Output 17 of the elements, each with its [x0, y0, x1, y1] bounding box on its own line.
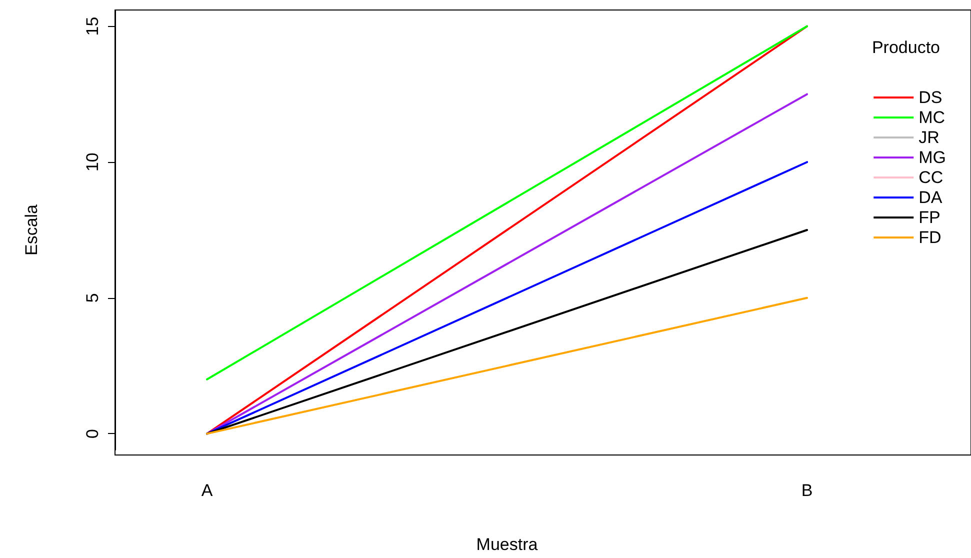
legend-title: Producto — [872, 38, 940, 57]
legend-label: DS — [918, 88, 942, 107]
x-axis-title: Muestra — [476, 535, 538, 554]
y-tick-label: 0 — [83, 428, 102, 438]
legend-label: FP — [918, 208, 940, 227]
legend-label: DA — [918, 188, 943, 207]
x-tick-label: B — [801, 481, 813, 500]
y-tick-label: 5 — [83, 293, 102, 303]
legend-label: JR — [918, 128, 940, 147]
y-tick-label: 10 — [83, 152, 102, 172]
y-tick-label: 15 — [83, 16, 102, 36]
legend-label: MC — [918, 108, 946, 127]
legend-label: FD — [918, 228, 942, 247]
x-tick-label: A — [201, 481, 214, 500]
legend-label: MG — [918, 148, 946, 167]
y-axis-title: Escala — [22, 204, 41, 256]
legend-label: CC — [918, 168, 944, 187]
